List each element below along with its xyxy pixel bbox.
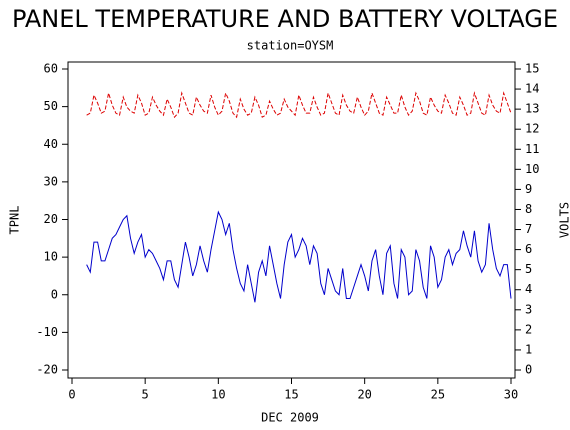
y2-tick-label: 9 bbox=[525, 182, 532, 196]
y2-tick-label: 4 bbox=[525, 282, 532, 296]
y2-tick-label: 13 bbox=[525, 102, 539, 116]
y2-tick-label: 14 bbox=[525, 82, 539, 96]
y-axis-label: TPNL bbox=[8, 206, 22, 235]
y-tick-label: 60 bbox=[44, 62, 58, 76]
x-tick-label: 5 bbox=[142, 388, 149, 402]
x-tick-label: 10 bbox=[211, 388, 225, 402]
x-tick-label: 25 bbox=[431, 388, 445, 402]
y-tick-label: 40 bbox=[44, 137, 58, 151]
y-tick-label: -20 bbox=[36, 363, 58, 377]
y2-tick-label: 5 bbox=[525, 262, 532, 276]
x-tick-label: 0 bbox=[68, 388, 75, 402]
y-tick-label: 20 bbox=[44, 212, 58, 226]
y-tick-label: -10 bbox=[36, 325, 58, 339]
y2-tick-label: 6 bbox=[525, 242, 532, 256]
y2-axis-label: VOLTS bbox=[558, 202, 570, 238]
y2-tick-label: 7 bbox=[525, 222, 532, 236]
series-line bbox=[86, 91, 512, 119]
x-tick-label: 15 bbox=[284, 388, 298, 402]
y-tick-label: 0 bbox=[51, 287, 58, 301]
x-axis-label: DEC 2009 bbox=[261, 411, 319, 425]
chart-subtitle: station=OYSM bbox=[247, 39, 334, 53]
x-tick-label: 30 bbox=[504, 388, 518, 402]
y2-tick-label: 12 bbox=[525, 122, 539, 136]
y2-tick-label: 1 bbox=[525, 342, 532, 356]
y2-tick-label: 0 bbox=[525, 363, 532, 377]
y-tick-label: 10 bbox=[44, 250, 58, 264]
y2-tick-label: 3 bbox=[525, 302, 532, 316]
x-tick-label: 20 bbox=[357, 388, 371, 402]
y2-tick-label: 15 bbox=[525, 62, 539, 76]
y-tick-label: 30 bbox=[44, 174, 58, 188]
series-line bbox=[86, 210, 512, 303]
y-tick-label: 50 bbox=[44, 99, 58, 113]
chart-title: PANEL TEMPERATURE AND BATTERY VOLTAGE bbox=[12, 5, 558, 33]
y2-tick-label: 11 bbox=[525, 142, 539, 156]
y2-tick-label: 2 bbox=[525, 322, 532, 336]
y2-tick-label: 8 bbox=[525, 202, 532, 216]
y2-tick-label: 10 bbox=[525, 162, 539, 176]
